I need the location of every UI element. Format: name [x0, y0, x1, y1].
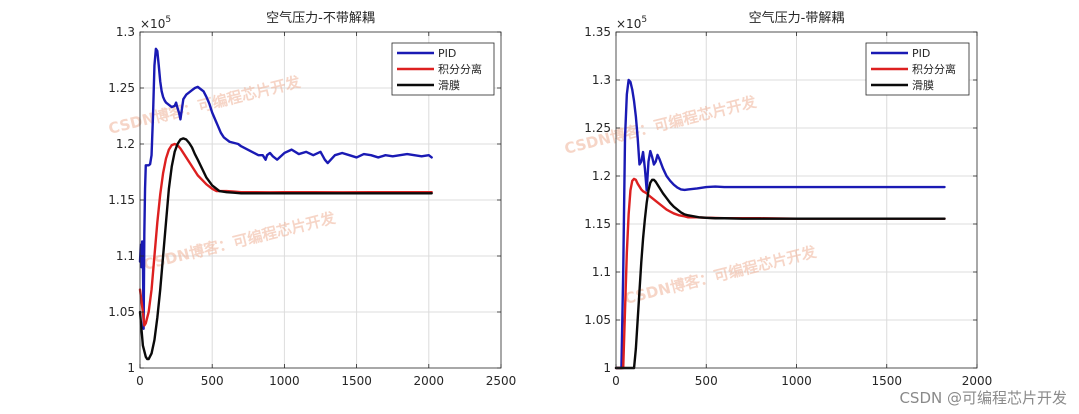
series-line-1 — [138, 47, 433, 330]
y-tick-label: 1.2 — [592, 169, 611, 183]
series-line-3 — [614, 178, 946, 370]
y-exponent-label: ×105 — [616, 15, 647, 31]
x-tick-label: 0 — [136, 374, 144, 388]
y-tick-label: 1 — [603, 361, 611, 375]
y-tick-label: 1.05 — [584, 313, 611, 327]
y-tick-label: 1.15 — [108, 193, 135, 207]
footer-credit: CSDN @可编程芯片开发 — [899, 389, 1067, 407]
x-tick-label: 500 — [695, 374, 718, 388]
legend-label-1: PID — [912, 47, 930, 60]
y-exponent-power: 5 — [641, 15, 647, 25]
x-tick-label: 1000 — [781, 374, 812, 388]
x-tick-label: 0 — [612, 374, 620, 388]
legend-label-1: PID — [438, 47, 456, 60]
chart-title: 空气压力-带解耦 — [749, 10, 845, 26]
y-tick-label: 1.3 — [116, 25, 135, 39]
x-tick-label: 2000 — [962, 374, 993, 388]
x-tick-label: 2500 — [486, 374, 517, 388]
y-tick-label: 1.05 — [108, 305, 135, 319]
legend-label-2: 积分分离 — [438, 62, 482, 76]
y-tick-label: 1.15 — [584, 217, 611, 231]
y-tick-label: 1.35 — [584, 25, 611, 39]
legend-label-2: 积分分离 — [912, 62, 956, 76]
y-tick-label: 1.3 — [592, 73, 611, 87]
y-tick-label: 1.2 — [116, 137, 135, 151]
legend-label-3: 滑膜 — [438, 79, 460, 92]
y-tick-label: 1.25 — [584, 121, 611, 135]
series-line-1 — [614, 78, 946, 370]
x-tick-label: 1500 — [871, 374, 902, 388]
y-tick-label: 1.25 — [108, 81, 135, 95]
y-exponent-power: 5 — [165, 15, 171, 25]
x-tick-label: 2000 — [414, 374, 445, 388]
y-tick-label: 1 — [127, 361, 135, 375]
x-tick-label: 1500 — [341, 374, 372, 388]
y-tick-label: 1.1 — [592, 265, 611, 279]
x-tick-label: 500 — [201, 374, 224, 388]
y-tick-label: 1.1 — [116, 249, 135, 263]
chart-title: 空气压力-不带解耦 — [266, 10, 375, 26]
legend-label-3: 滑膜 — [912, 79, 934, 92]
series-line-3 — [138, 137, 433, 361]
grid — [616, 32, 977, 368]
x-tick-label: 1000 — [269, 374, 300, 388]
y-exponent-label: ×105 — [140, 15, 171, 31]
